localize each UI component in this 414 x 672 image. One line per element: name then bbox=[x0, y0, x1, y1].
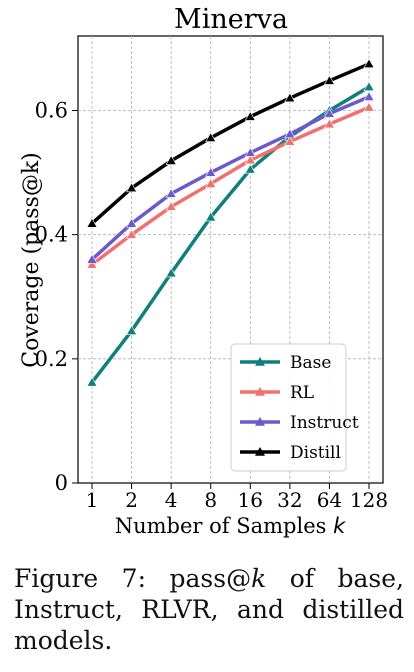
data-point-distill bbox=[126, 182, 138, 193]
data-point-distill bbox=[363, 58, 375, 68]
data-point-rl bbox=[284, 135, 296, 146]
x-tick-label: 64 bbox=[317, 488, 342, 512]
y-tick-label: 0.6 bbox=[35, 99, 68, 123]
data-point-rl bbox=[86, 258, 98, 269]
y-tick-label: 0.2 bbox=[35, 347, 68, 371]
x-tick-label: 4 bbox=[165, 488, 178, 512]
caption-rest: of base, Instruct, RLVR, and distilled m… bbox=[14, 564, 404, 655]
data-point-distill bbox=[284, 92, 296, 103]
y-tick-label: 0 bbox=[55, 471, 68, 495]
x-tick-label: 16 bbox=[238, 488, 263, 512]
data-point-rl bbox=[126, 229, 138, 239]
data-point-base bbox=[126, 325, 138, 335]
data-point-instruct bbox=[205, 166, 217, 177]
data-point-base bbox=[205, 211, 217, 222]
data-point-rl bbox=[205, 178, 217, 188]
data-point-instruct bbox=[284, 128, 296, 139]
x-tick-label: 32 bbox=[277, 488, 302, 512]
legend-box bbox=[230, 343, 347, 472]
series-line-base bbox=[90, 85, 370, 384]
series-line-instruct bbox=[90, 95, 370, 261]
legend-marker-instruct bbox=[255, 417, 265, 426]
legend-label-distill: Distill bbox=[290, 443, 341, 463]
legend-marker-distill bbox=[255, 447, 265, 456]
caption-k: k bbox=[251, 564, 267, 593]
y-axis-label: Coverage (pass@k) bbox=[19, 152, 44, 368]
x-tick-label: 128 bbox=[350, 488, 388, 512]
legend: Base RL Instruct Distill bbox=[230, 343, 359, 472]
data-point-instruct bbox=[86, 253, 98, 264]
legend-label-base: Base bbox=[290, 353, 331, 373]
data-point-base bbox=[244, 163, 256, 174]
data-point-distill bbox=[323, 75, 335, 85]
data-point-distill bbox=[165, 155, 177, 165]
plot-frame bbox=[77, 35, 384, 484]
series-layer bbox=[86, 58, 375, 387]
data-point-base bbox=[363, 81, 375, 91]
legend-label-rl: RL bbox=[290, 383, 314, 403]
coverage-chart: 1 2 4 8 16 32 64 128 0 0.2 0.4 0.6 Minerva Coverage… bbox=[19, 4, 389, 538]
x-tick-label: 1 bbox=[86, 488, 99, 512]
series-rl bbox=[86, 101, 375, 269]
figure-caption: Figure 7: pass@k of base, Instruct, RLVR… bbox=[14, 563, 404, 656]
data-point-base bbox=[165, 267, 177, 278]
legend-marker-base bbox=[255, 357, 265, 366]
x-axis-label-text: Number of Samples bbox=[115, 514, 333, 538]
data-point-instruct bbox=[363, 91, 375, 101]
y-tick-label: 0.4 bbox=[35, 223, 68, 247]
legend-label-instruct: Instruct bbox=[290, 413, 359, 433]
x-tick-label: 2 bbox=[125, 488, 138, 512]
series-distill bbox=[86, 58, 375, 228]
ticks: 1 2 4 8 16 32 64 128 0 0.2 0.4 0.6 bbox=[35, 99, 389, 513]
series-instruct bbox=[86, 91, 375, 264]
data-point-instruct bbox=[126, 217, 138, 228]
series-line-rl bbox=[90, 105, 370, 266]
data-point-instruct bbox=[165, 188, 177, 198]
data-point-rl bbox=[165, 201, 177, 211]
data-point-instruct bbox=[323, 107, 335, 118]
x-tick-label: 8 bbox=[204, 488, 217, 512]
series-line-distill bbox=[90, 62, 370, 225]
caption-label: Figure 7: pass@ bbox=[14, 564, 252, 593]
data-point-rl bbox=[323, 118, 335, 129]
x-axis-label: Number of Samples k bbox=[115, 514, 346, 538]
legend-marker-rl bbox=[255, 387, 265, 396]
data-point-distill bbox=[244, 111, 256, 121]
data-point-distill bbox=[86, 217, 98, 228]
data-point-distill bbox=[205, 132, 217, 142]
data-point-base bbox=[86, 376, 98, 387]
x-axis-label-k: k bbox=[333, 514, 346, 538]
data-point-instruct bbox=[244, 147, 256, 157]
data-point-rl bbox=[244, 154, 256, 165]
data-point-rl bbox=[363, 101, 375, 112]
chart-title: Minerva bbox=[174, 4, 288, 35]
